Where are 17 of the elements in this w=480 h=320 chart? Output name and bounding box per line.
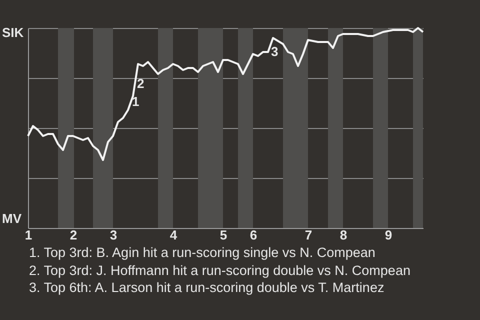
text: 1. Top 3rd: B. Agin hit a run-scoring single vs N. Compean <box>29 245 376 261</box>
x-tick-label: 9 <box>384 228 392 242</box>
annotation: 1 <box>132 94 140 109</box>
x-tick-label: 7 <box>304 228 312 242</box>
annotation: 3 <box>271 44 278 59</box>
text: SIK <box>2 25 24 40</box>
text: 3. Top 6th: A. Larson hit a run-scoring double vs T. Martinez <box>29 280 384 296</box>
text: MV <box>2 211 22 226</box>
x-tick-label: 8 <box>340 228 348 242</box>
x-tick-label: 3 <box>110 228 118 242</box>
x-tick-label: 2 <box>70 228 78 242</box>
x-tick-label: 1 <box>24 228 32 242</box>
x-tick-label: 4 <box>170 228 178 242</box>
annotation: 2 <box>137 76 144 91</box>
x-tick-label: 6 <box>250 228 258 242</box>
x-tick-label: 5 <box>220 228 228 242</box>
text: 2. Top 3rd: J. Hoffmann hit a run-scoring double vs N. Compean <box>29 262 410 278</box>
